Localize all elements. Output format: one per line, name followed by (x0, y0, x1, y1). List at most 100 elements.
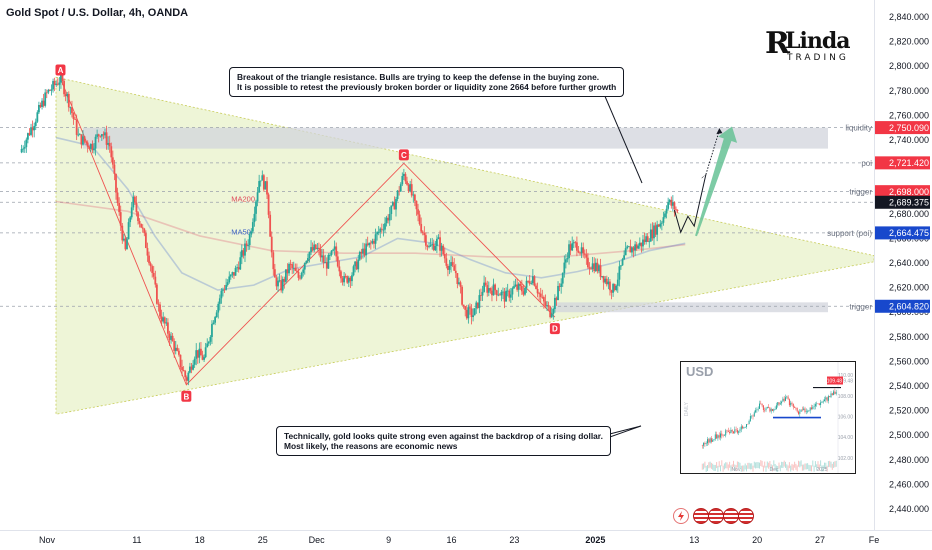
inset-volume-bar (713, 464, 715, 471)
inset-candle-body (816, 403, 818, 405)
candle-body (483, 282, 485, 292)
candle-body (376, 232, 379, 235)
price-tag (875, 185, 930, 199)
inset-candle-body (734, 429, 736, 434)
candle-body (31, 127, 34, 131)
inset-volume-bar (812, 460, 814, 467)
candle-body (39, 104, 42, 107)
candle-body (347, 277, 350, 283)
top-callout-line-1: Breakout of the triangle resistance. Bul… (237, 72, 600, 82)
candle-body (676, 209, 679, 211)
abcd-pattern-line (60, 78, 556, 386)
candle-body (579, 252, 581, 254)
candle-body (594, 262, 597, 272)
candle-body (362, 248, 364, 254)
liquidity-zone (82, 127, 828, 149)
candle-body (67, 94, 70, 108)
x-tick-label: 13 (689, 535, 699, 545)
candle-body (50, 89, 53, 91)
inset-candle-body (809, 407, 811, 411)
candle-body (69, 107, 72, 109)
candle-body (410, 184, 413, 196)
inset-candle-body (757, 408, 759, 410)
inset-volume-bar (779, 465, 781, 472)
lightning-icon[interactable] (673, 508, 689, 524)
candle-body (23, 147, 26, 149)
candle-body (530, 283, 533, 284)
candle-body (495, 290, 498, 296)
inset-candle-body (751, 415, 753, 417)
inset-volume-bar (786, 464, 788, 471)
candle-body (97, 134, 100, 136)
candle-body (399, 184, 402, 192)
candle-body (93, 148, 95, 151)
candle-body (664, 213, 666, 218)
candle-body (406, 181, 408, 185)
candle-body (96, 134, 99, 137)
inset-volume-bar (753, 461, 755, 468)
candle-body (643, 239, 646, 242)
candle-body (55, 83, 58, 85)
inset-volume-bar (811, 465, 812, 472)
us-flag-icon[interactable] (738, 508, 754, 524)
candle-body (307, 258, 309, 261)
candle-body (522, 291, 525, 295)
inset-candle-body (739, 429, 741, 432)
candle-body (665, 208, 668, 214)
inset-candle-body (774, 409, 776, 410)
inset-candle-body (798, 411, 799, 414)
candle-body (365, 243, 368, 256)
candle-body (151, 266, 154, 273)
candle-body (413, 194, 416, 201)
candle-body (45, 92, 48, 94)
candle-body (649, 229, 652, 242)
inset-candle-body (740, 426, 742, 430)
candle-body (550, 314, 553, 318)
brand-logo: R Linda TRADING (763, 26, 853, 68)
inset-volume-bar (703, 463, 705, 470)
top-callout: Breakout of the triangle resistance. Bul… (229, 67, 625, 97)
candle-body (418, 214, 421, 224)
candle-body (525, 280, 528, 288)
inset-volume-bar (717, 465, 719, 472)
inset-volume-bar (755, 462, 757, 469)
price-tag (875, 121, 930, 135)
inset-y-label: 109.48 (838, 379, 854, 385)
candle-body (327, 255, 330, 269)
candle-body (596, 262, 599, 272)
candle-body (632, 247, 635, 251)
candle-body (231, 272, 234, 275)
candle-body (291, 264, 294, 269)
inset-volume-bar (739, 462, 741, 469)
candle-body (531, 276, 534, 284)
candle-body (85, 141, 88, 143)
candle-body (66, 94, 69, 97)
candle-body (402, 173, 405, 177)
candle-body (453, 265, 456, 271)
pattern-point-a (55, 64, 66, 76)
candle-body (281, 278, 284, 291)
candle-body (174, 347, 177, 352)
candle-body (443, 254, 446, 259)
us-flag-icon[interactable] (708, 508, 724, 524)
candle-body (313, 244, 316, 251)
candle-body (99, 135, 102, 137)
price-tag-label: 2,604.820 (889, 301, 929, 311)
inset-volume-bar (781, 461, 783, 468)
y-tick-label: 2,580.000 (889, 332, 929, 342)
candle-body (385, 217, 388, 224)
inset-volume-bar (807, 463, 809, 470)
candle-body (140, 223, 143, 228)
candle-body (319, 248, 322, 258)
us-flag-icon[interactable] (693, 508, 709, 524)
candle-body (72, 113, 75, 119)
inset-volume-bar (768, 462, 770, 469)
candle-body (154, 276, 157, 285)
us-flag-icon[interactable] (723, 508, 739, 524)
inset-candle-body (786, 396, 788, 398)
candle-body (240, 250, 243, 258)
inset-volume-bar (788, 462, 790, 469)
candle-body (469, 307, 471, 309)
inset-candle-body (720, 433, 721, 438)
